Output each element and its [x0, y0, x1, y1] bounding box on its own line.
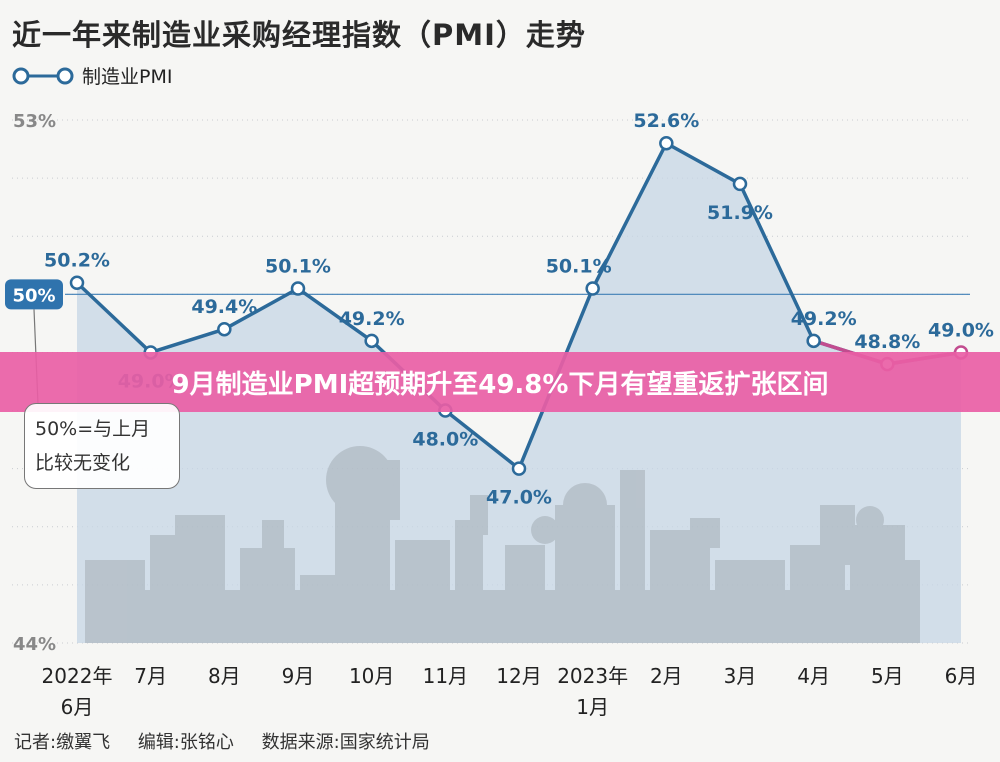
x-tick-label: 7月	[134, 664, 167, 688]
data-label: 50.2%	[44, 250, 110, 272]
factory-block	[820, 505, 855, 565]
credit-reporter: 记者:缴翼飞	[14, 732, 111, 753]
reference-note-box: 50%=与上月 比较无变化	[24, 403, 180, 489]
credits: 记者:缴翼飞 编辑:张铭心 数据来源:国家统计局	[14, 728, 452, 754]
x-tick-label: 3月	[724, 664, 757, 688]
y-tick-label: 53%	[13, 111, 56, 132]
data-point	[217, 321, 232, 337]
data-label: 49.2%	[791, 308, 857, 330]
data-point	[511, 461, 527, 476]
data-label: 49.2%	[339, 308, 405, 330]
data-label: 49.0%	[928, 319, 994, 341]
data-label: 52.6%	[633, 110, 699, 132]
data-point	[659, 135, 674, 151]
area-fill	[77, 143, 961, 643]
x-tick-label: 11月	[423, 664, 468, 688]
data-point	[364, 333, 379, 349]
factory-dome	[856, 506, 884, 534]
x-tick-label: 6月	[945, 664, 978, 688]
data-label: 50.1%	[265, 256, 331, 278]
x-tick-label: 2023年	[557, 664, 628, 688]
y-tick-label: 44%	[13, 634, 56, 655]
data-point	[69, 275, 85, 290]
data-label: 48.0%	[412, 429, 478, 451]
x-tick-label: 2月	[650, 664, 683, 688]
x-tick-label: 8月	[208, 664, 241, 688]
factory-block	[262, 520, 284, 560]
data-point	[585, 281, 600, 296]
note-line-1: 50%=与上月	[35, 418, 151, 440]
x-tick-label: 9月	[282, 664, 315, 688]
factory-block	[690, 518, 720, 548]
factory-silhouette	[85, 446, 920, 643]
data-label: 49.4%	[191, 296, 257, 318]
factory-block	[85, 560, 145, 643]
x-tick-label: 6月	[61, 695, 94, 719]
factory-dome	[326, 446, 394, 514]
factory-dome	[531, 516, 559, 544]
credit-editor: 编辑:张铭心	[137, 732, 234, 753]
legend: 制造业PMI	[12, 62, 172, 89]
x-tick-label: 4月	[797, 664, 830, 688]
data-point	[806, 333, 821, 349]
data-label: 47.0%	[486, 487, 552, 509]
x-tick-label: 5月	[871, 664, 904, 688]
note-line-2: 比较无变化	[35, 452, 131, 474]
legend-line-icon	[12, 67, 74, 84]
data-label: 48.8%	[854, 331, 920, 353]
credit-source: 数据来源:国家统计局	[261, 732, 430, 753]
chart-title: 近一年来制造业采购经理指数（PMI）走势	[12, 18, 586, 52]
data-point	[290, 281, 306, 296]
factory-dome	[563, 483, 607, 527]
data-label: 51.9%	[707, 202, 773, 224]
data-point	[732, 176, 748, 192]
x-tick-label: 12月	[496, 664, 541, 688]
reference-badge	[5, 279, 63, 310]
factory-block	[470, 495, 488, 535]
reference-badge-label: 50%	[12, 285, 55, 306]
legend-label: 制造业PMI	[82, 66, 173, 88]
x-tick-label: 1月	[576, 695, 609, 719]
factory-block	[140, 590, 920, 643]
headline-banner: 9月制造业PMI超预期升至49.8%下月有望重返扩张区间	[0, 352, 1000, 412]
data-label: 50.1%	[546, 256, 612, 278]
x-tick-label: 10月	[349, 664, 394, 688]
x-tick-label: 2022年	[42, 664, 113, 688]
